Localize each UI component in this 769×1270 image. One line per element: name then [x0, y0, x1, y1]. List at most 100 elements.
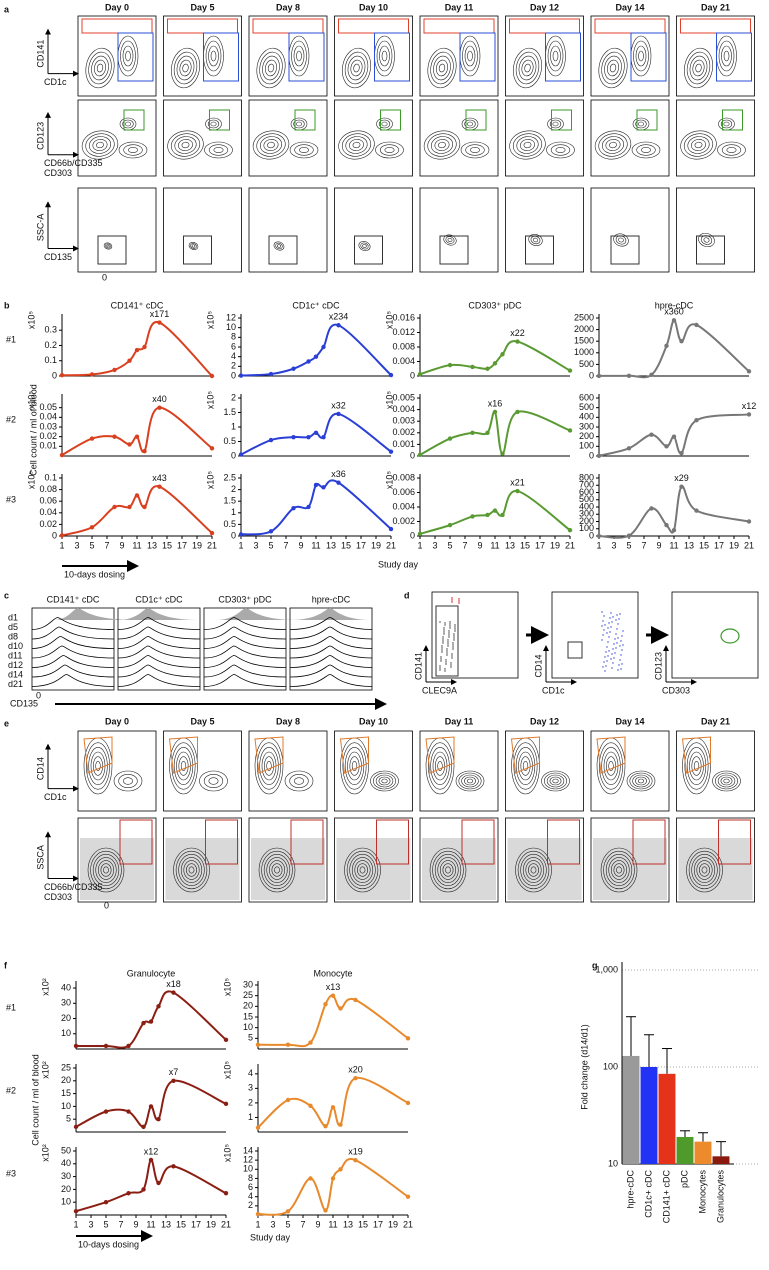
- contour: [186, 863, 197, 877]
- contour: [550, 45, 561, 67]
- y-tick-label: 200: [579, 516, 594, 526]
- point: [671, 318, 677, 323]
- contour: [125, 50, 131, 62]
- x-tick-label: 17: [356, 540, 366, 550]
- contour: [521, 59, 534, 77]
- point: [112, 434, 117, 439]
- contour: [512, 133, 543, 157]
- contour: [376, 40, 393, 72]
- contour: [103, 866, 109, 874]
- event: [619, 613, 621, 615]
- gate: [636, 109, 658, 131]
- point: [500, 352, 505, 357]
- contour: [530, 235, 541, 245]
- event: [448, 630, 450, 632]
- x-tick-label: 1: [255, 1219, 260, 1229]
- event: [442, 640, 444, 642]
- axis-label: CD1c: [44, 792, 67, 802]
- annotation: x12: [144, 1146, 159, 1156]
- contour: [208, 777, 219, 785]
- day-label: Day 5: [190, 716, 214, 726]
- contour: [686, 747, 707, 785]
- contour: [178, 139, 193, 151]
- event: [621, 635, 623, 637]
- flow-plot: [248, 817, 328, 903]
- event: [444, 624, 446, 626]
- histogram-box: [31, 607, 115, 691]
- x-tick-label: 13: [343, 1219, 353, 1229]
- x-tick-label: 11: [328, 1219, 337, 1229]
- y-tick-label: 0.004: [392, 404, 415, 414]
- contour: [429, 847, 467, 893]
- contour: [631, 141, 661, 159]
- contour: [344, 51, 369, 85]
- contour: [120, 40, 136, 72]
- line: [75, 1079, 227, 1128]
- histogram: [203, 626, 287, 640]
- x-tick-label: 19: [388, 1219, 398, 1229]
- contour: [100, 863, 112, 877]
- contour: [213, 147, 224, 153]
- row-label: d21: [8, 679, 23, 689]
- y-tick-label: 20: [61, 1075, 71, 1085]
- contour: [458, 772, 482, 790]
- y-tick-label: 600: [579, 487, 594, 497]
- point: [671, 434, 677, 439]
- contour: [180, 761, 187, 771]
- point: [321, 485, 326, 490]
- contour: [87, 847, 125, 893]
- point: [223, 1037, 229, 1043]
- x-tick-label: 21: [565, 540, 575, 550]
- contour: [125, 121, 131, 127]
- line: [240, 323, 392, 377]
- event: [448, 636, 450, 638]
- y-tick-label: 0.03: [39, 421, 57, 431]
- contour: [347, 55, 366, 81]
- histogram: [289, 674, 373, 687]
- contour: [601, 747, 621, 785]
- y-tick-label: 1: [248, 1112, 253, 1122]
- point: [59, 373, 65, 378]
- contour: [199, 770, 228, 792]
- y-tick-label: 0: [52, 530, 57, 540]
- y-tick-label: 0: [231, 370, 236, 380]
- contour: [522, 761, 529, 771]
- point: [313, 482, 319, 488]
- contour: [271, 863, 283, 877]
- event: [616, 614, 618, 616]
- y-tick-label: 20: [61, 1013, 71, 1023]
- x-tick-label: Granulocytes: [715, 1170, 725, 1224]
- gate: [630, 32, 667, 82]
- contour: [467, 50, 473, 62]
- day-label: Day 8: [276, 716, 300, 726]
- gate: [509, 18, 580, 34]
- contour: [293, 119, 305, 129]
- contour: [439, 860, 457, 880]
- tick-zero: 0: [102, 272, 107, 282]
- bar: [658, 1073, 676, 1164]
- event: [454, 626, 456, 628]
- point: [746, 412, 752, 417]
- event: [451, 601, 453, 603]
- contour: [375, 774, 394, 788]
- x-tick-label: 7: [462, 540, 467, 550]
- contour: [552, 121, 559, 127]
- point: [567, 528, 573, 533]
- unit-label: x10⁵: [26, 391, 36, 410]
- event: [448, 634, 450, 636]
- x-tick-label: 9: [315, 1219, 320, 1229]
- histogram: [117, 617, 201, 630]
- annotation: x12: [742, 401, 757, 411]
- point: [694, 508, 699, 513]
- event: [606, 646, 608, 648]
- event: [444, 668, 446, 670]
- unit-label: x10²: [40, 1061, 50, 1079]
- contour: [438, 141, 446, 149]
- point: [126, 1043, 131, 1049]
- flow-plot: [163, 15, 242, 97]
- x-tick-label: 1: [73, 1219, 78, 1229]
- event: [606, 632, 608, 634]
- point: [679, 339, 684, 344]
- row-label: #3: [6, 494, 16, 504]
- point: [313, 354, 319, 359]
